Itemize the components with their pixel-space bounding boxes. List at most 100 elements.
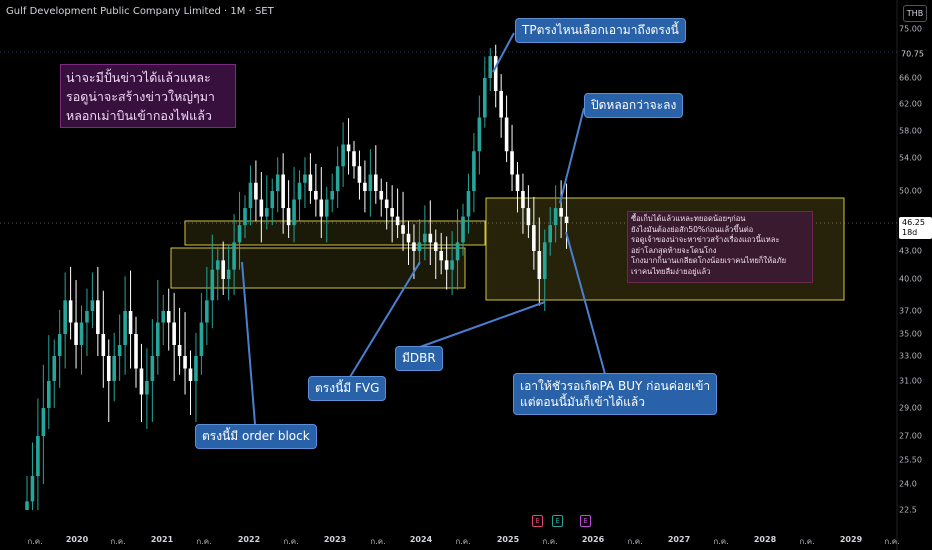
candle-body: [248, 182, 253, 209]
candle-body: [172, 322, 176, 345]
candle-body: [412, 242, 416, 251]
candle-body: [243, 208, 247, 226]
callout-tp[interactable]: TPตรงไหนเลือกเอามาถึงตรงนี้: [515, 18, 686, 43]
candle-body: [444, 260, 449, 270]
candle-body: [79, 322, 84, 345]
time-tick-label: ก.ค.: [799, 537, 815, 546]
candle-body: [145, 381, 149, 395]
time-tick-label: ก.ค.: [627, 537, 643, 546]
note-right-box[interactable]: ซื้อเก็บได้แล้วแหละทยอดน้อยๆก่อน ยังไงมั…: [627, 211, 813, 283]
candle-body: [275, 174, 280, 191]
time-tick-label: ก.ค.: [110, 537, 126, 546]
price-tick-label: 66.00: [899, 73, 922, 83]
candle-body: [123, 311, 127, 345]
price-tick-label: 40.00: [899, 274, 922, 284]
price-tick-label: 35.00: [899, 329, 922, 339]
price-tick-label: 29.00: [899, 403, 922, 413]
candle-body: [433, 242, 438, 251]
note-line: ยังไงมันต้องย่อสัก50%ก่อนแล้วขึ้นต่อ: [631, 224, 754, 234]
candle-body: [199, 322, 204, 356]
earnings-event-icon[interactable]: E: [532, 515, 543, 527]
candle-body: [134, 334, 138, 369]
candle-body: [368, 174, 373, 191]
candle-body: [237, 225, 242, 243]
candle-body: [286, 208, 291, 226]
candle-body: [96, 300, 100, 334]
price-tick-label: 75.00: [899, 24, 922, 34]
candle-body: [483, 78, 487, 118]
callout-fake-down[interactable]: ปิดหลอกว่าจะลง: [584, 93, 684, 118]
candle-body: [450, 260, 454, 270]
candle-body: [461, 216, 465, 243]
pointer-line: [559, 107, 585, 204]
candle-body: [553, 208, 558, 226]
earnings-event-icon[interactable]: E: [552, 515, 563, 527]
currency-button[interactable]: THB: [903, 5, 927, 22]
candle-body: [521, 191, 525, 209]
candle-body: [90, 300, 95, 311]
candle-body: [395, 216, 400, 226]
time-tick-label: 2025: [496, 535, 520, 544]
callout-dbr[interactable]: มีDBR: [395, 346, 443, 371]
callout-order-block[interactable]: ตรงนี้มี order block: [195, 424, 317, 449]
pointer-line: [419, 301, 546, 348]
candle-body: [297, 182, 302, 200]
candle-body: [177, 345, 182, 356]
candle-body: [319, 199, 324, 217]
earnings-event-icon[interactable]: E: [580, 515, 591, 527]
candle-body: [379, 191, 384, 200]
candle-body: [314, 191, 318, 200]
candle-body: [341, 144, 345, 167]
candle-body: [374, 174, 378, 191]
candle-body: [526, 208, 531, 226]
candle-body: [335, 166, 340, 191]
candle-body: [499, 91, 503, 118]
candle-body: [47, 381, 51, 408]
candle-body: [466, 191, 471, 217]
candle-body: [259, 199, 264, 217]
candle-body: [270, 191, 275, 209]
candle-body: [357, 166, 362, 183]
candle-body: [139, 368, 144, 395]
time-tick-label: 2023: [323, 535, 347, 544]
candle-body: [74, 322, 78, 345]
candle-body: [205, 300, 209, 323]
candle-body: [439, 251, 443, 261]
price-tick-label: 54.00: [899, 153, 922, 163]
candle-body: [504, 117, 509, 152]
time-tick-label: 2020: [65, 535, 89, 544]
candle-body: [401, 225, 405, 234]
callout-fvg[interactable]: ตรงนี้มี FVG: [308, 376, 387, 401]
note-line: อย่าโลภสุดท้ายจะโดนโกง: [631, 245, 717, 255]
price-tick-label: 24.0: [899, 479, 917, 489]
candle-body: [221, 260, 225, 279]
time-tick-label: 2029: [839, 535, 863, 544]
time-tick-label: ก.ค.: [884, 537, 900, 546]
time-tick-label: 2022: [237, 535, 261, 544]
candle-body: [150, 356, 155, 381]
symbol-title: Gulf Development Public Company Limited …: [6, 6, 274, 17]
note-top-left[interactable]: น่าจะมีปั้นข่าวได้แล้วแหละ รอดูน่าจะสร้า…: [60, 64, 236, 128]
candle-body: [406, 233, 411, 243]
time-tick-label: ก.ค.: [27, 537, 43, 546]
note-line: หลอกเม่าบินเข้ากองไฟแล้ว: [66, 108, 212, 123]
candle-body: [324, 199, 329, 217]
candle-body: [254, 182, 258, 200]
time-tick-label: ก.ค.: [542, 537, 558, 546]
price-tick-label: 25.50: [899, 455, 922, 465]
candle-body: [188, 368, 193, 381]
candle-body: [308, 174, 313, 191]
pointer-line: [492, 32, 515, 73]
candle-body: [106, 356, 111, 381]
price-tick-label: 31.00: [899, 376, 922, 386]
callout-pa-buy[interactable]: เอาให้ชัวรอเกิดPA BUY ก่อนค่อยเข้า แต่ตอ…: [513, 373, 718, 415]
time-tick-label: 2024: [409, 535, 433, 544]
high-price-tag: 70.75: [901, 49, 924, 59]
candle-body: [112, 356, 116, 381]
price-tick-label: 62.00: [899, 99, 922, 109]
current-price: 46.25: [902, 218, 925, 227]
candle-body: [515, 174, 520, 191]
pointer-line: [565, 231, 606, 375]
note-line: โกงมากก็นานเกลียดโกงน้อยเราคนไทยก็ให้อภั…: [631, 256, 787, 265]
